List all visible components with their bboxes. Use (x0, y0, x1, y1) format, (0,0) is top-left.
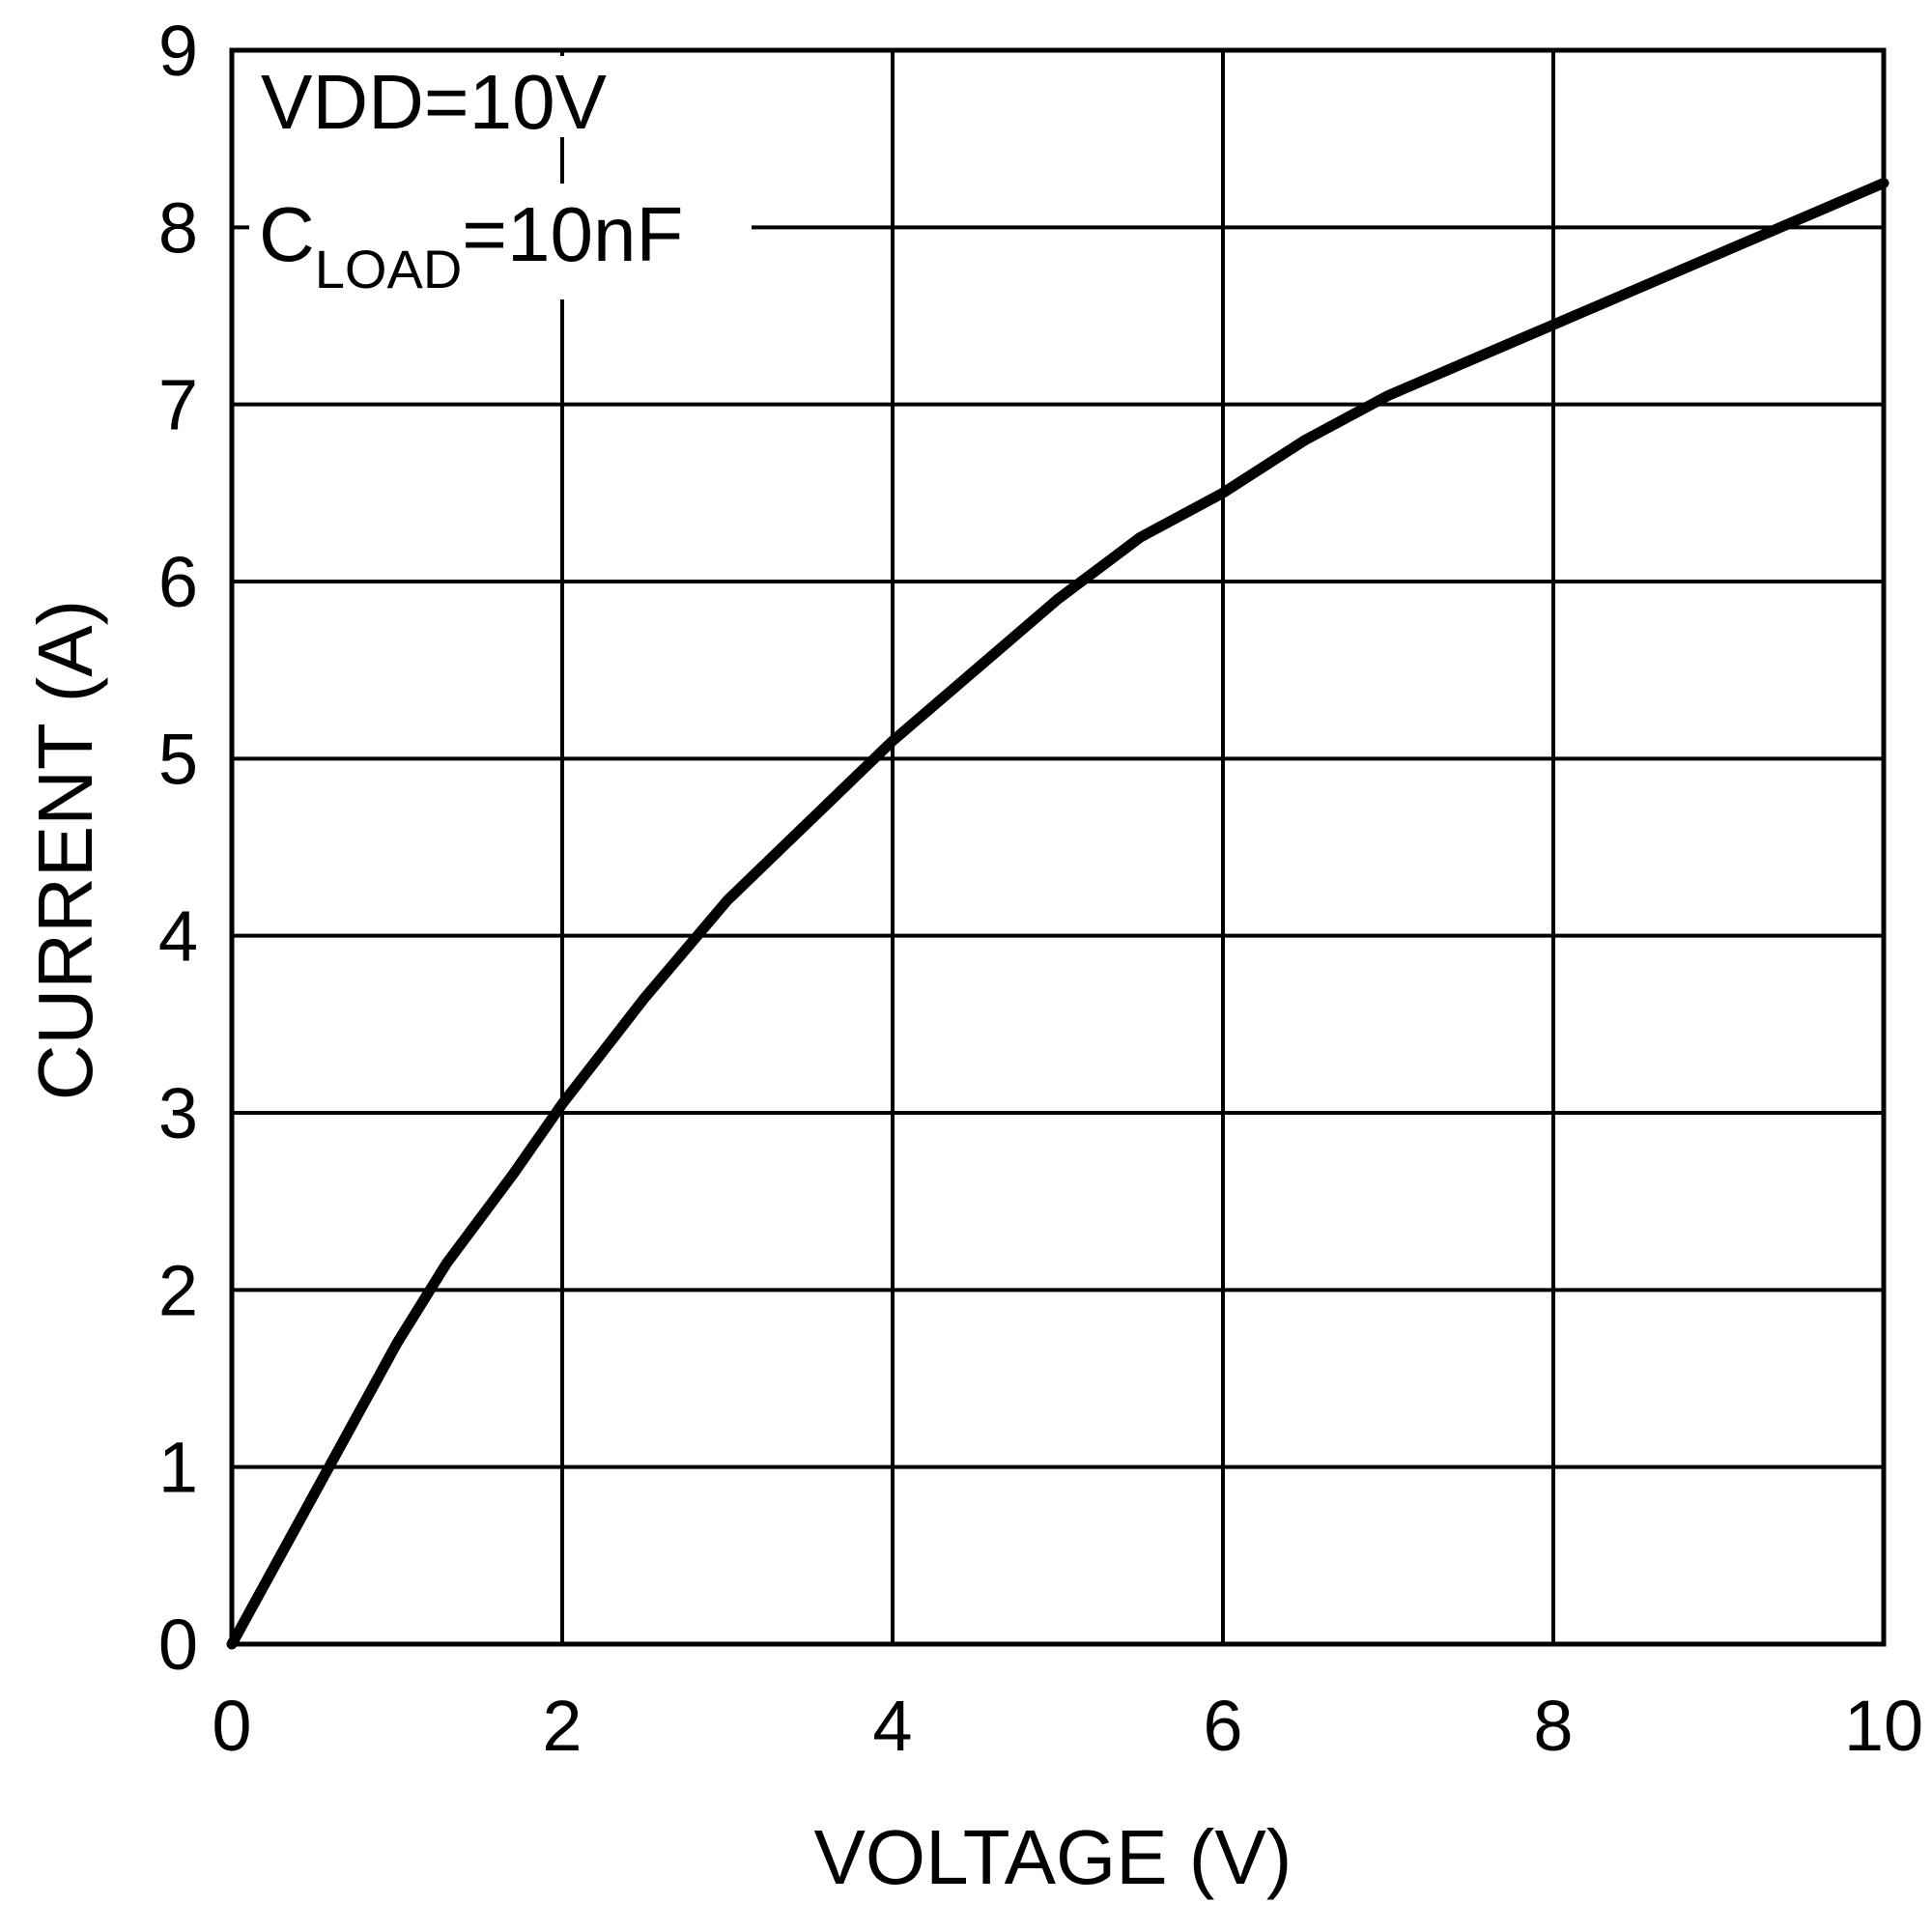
annotation-vdd: VDD=10V (261, 59, 608, 145)
y-tick-label: 5 (158, 719, 198, 799)
annotation-cload-sub: LOAD (315, 239, 463, 299)
plot-frame (229, 47, 1887, 1647)
x-tick-label: 4 (872, 1686, 912, 1766)
annotation-cload: CLOAD=10nF (259, 191, 683, 299)
y-tick-label: 1 (158, 1428, 198, 1508)
y-tick-label: 8 (158, 187, 198, 268)
y-tick-label: 0 (158, 1605, 198, 1685)
x-tick-label: 10 (1844, 1686, 1923, 1766)
y-tick-label: 4 (158, 896, 198, 977)
x-tick-label: 6 (1203, 1686, 1242, 1766)
y-tick-label: 6 (158, 542, 198, 622)
x-tick-label: 0 (212, 1686, 251, 1766)
y-tick-label: 2 (158, 1250, 198, 1330)
annotation-vdd-background (249, 56, 655, 137)
series-line (226, 178, 1889, 1650)
x-tick-label: 8 (1533, 1686, 1573, 1766)
y-tick-label: 7 (158, 365, 198, 445)
y-tick-label: 3 (158, 1073, 198, 1153)
annotation-cload-value: =10nF (462, 191, 683, 277)
x-tick-label: 2 (542, 1686, 582, 1766)
annotation-cload-background (249, 184, 752, 299)
x-axis-label: VOLTAGE (V) (814, 1814, 1293, 1900)
series-layer (226, 178, 1889, 1650)
y-tick-label: 9 (158, 11, 198, 91)
x-tick-labels: 0 2 4 6 8 10 (212, 1686, 1923, 1766)
y-axis-label: CURRENT (A) (22, 600, 108, 1101)
annotation-cload-main: C (259, 191, 315, 277)
y-tick-labels: 0 1 2 3 4 5 6 7 8 9 (158, 11, 198, 1685)
